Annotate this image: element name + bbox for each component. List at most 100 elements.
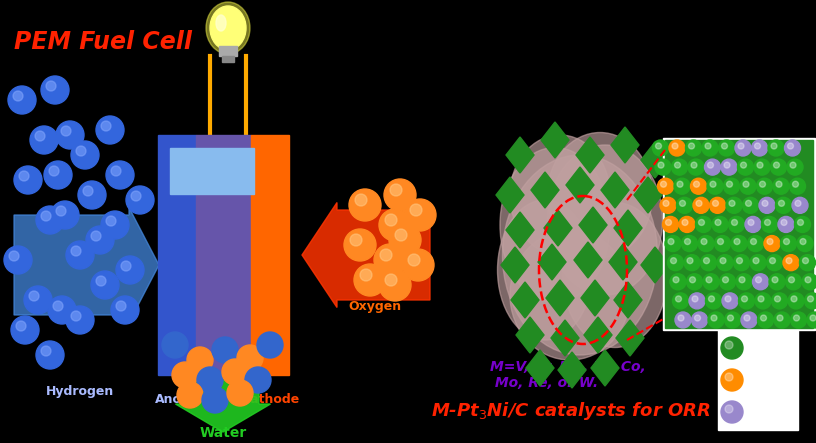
Polygon shape [501,247,529,283]
Circle shape [759,197,775,214]
Circle shape [725,296,731,302]
Polygon shape [546,280,574,316]
Circle shape [712,217,728,233]
Circle shape [676,296,681,302]
Circle shape [769,258,775,264]
Circle shape [704,159,721,175]
Polygon shape [614,210,642,246]
Circle shape [245,367,271,393]
Circle shape [11,316,39,344]
FancyBboxPatch shape [170,148,254,194]
Circle shape [672,293,689,309]
Circle shape [389,224,421,256]
Circle shape [16,321,26,331]
Circle shape [721,401,743,423]
Circle shape [44,161,72,189]
Polygon shape [506,137,534,173]
Circle shape [706,293,721,309]
Circle shape [385,274,397,286]
Circle shape [693,197,709,214]
Circle shape [757,162,763,168]
Circle shape [722,293,738,309]
Circle shape [49,166,59,176]
Circle shape [761,217,778,233]
Circle shape [658,178,673,194]
Circle shape [349,189,381,221]
Circle shape [111,296,139,324]
Circle shape [116,256,144,284]
Circle shape [355,194,367,206]
Circle shape [743,197,759,214]
Circle shape [715,236,730,252]
Ellipse shape [216,15,226,31]
Circle shape [708,296,715,302]
Circle shape [756,277,761,283]
Circle shape [666,219,672,225]
Circle shape [698,219,704,225]
Circle shape [750,255,766,271]
Circle shape [702,140,718,156]
Polygon shape [531,172,559,208]
Circle shape [703,258,709,264]
Circle shape [802,258,809,264]
Circle shape [681,236,698,252]
Circle shape [695,217,712,233]
Circle shape [797,219,804,225]
Polygon shape [511,282,539,318]
Circle shape [802,274,816,290]
Circle shape [686,274,703,290]
Circle shape [672,159,688,175]
Circle shape [675,162,681,168]
FancyArrow shape [175,380,270,432]
Bar [251,135,289,375]
Ellipse shape [206,2,250,54]
Circle shape [121,261,131,271]
Circle shape [690,277,695,283]
Circle shape [766,255,783,271]
FancyArrow shape [14,207,159,323]
Circle shape [808,296,814,302]
Circle shape [756,178,773,194]
Bar [158,135,196,375]
Circle shape [698,236,714,252]
Circle shape [760,181,765,187]
Circle shape [688,159,704,175]
Polygon shape [584,317,612,353]
Circle shape [663,217,678,233]
Circle shape [71,246,81,256]
Circle shape [126,186,154,214]
Circle shape [682,219,688,225]
Circle shape [738,159,753,175]
Circle shape [172,362,198,388]
Circle shape [752,274,769,290]
Circle shape [729,217,744,233]
Circle shape [701,239,707,245]
Circle shape [793,315,800,321]
Circle shape [777,315,783,321]
Circle shape [350,234,362,246]
Circle shape [742,296,747,302]
Circle shape [745,217,761,233]
Text: Hydrogen: Hydrogen [46,385,114,398]
Circle shape [731,236,747,252]
Circle shape [677,181,683,187]
Circle shape [689,143,694,149]
Circle shape [354,264,386,296]
Polygon shape [641,247,669,283]
Circle shape [707,162,713,168]
Circle shape [36,341,64,369]
Circle shape [769,274,785,290]
Circle shape [675,312,691,328]
Ellipse shape [510,230,630,360]
Circle shape [13,91,23,101]
Circle shape [29,291,39,301]
Circle shape [771,293,787,309]
Circle shape [689,293,705,309]
Circle shape [715,219,721,225]
Circle shape [96,116,124,144]
Circle shape [667,255,684,271]
FancyArrow shape [302,202,430,307]
Polygon shape [566,167,594,203]
Circle shape [706,277,712,283]
Circle shape [384,179,416,211]
